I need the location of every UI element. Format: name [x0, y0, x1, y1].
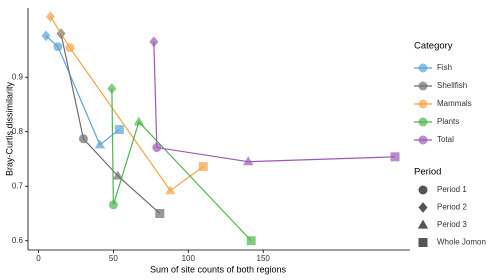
marker — [418, 81, 428, 91]
x-tick-label: 50 — [109, 254, 118, 263]
marker — [198, 162, 208, 172]
x-tick-label: 0 — [36, 254, 41, 263]
x-tick-label: 100 — [182, 254, 196, 263]
marker — [152, 143, 162, 153]
period-label: Period 2 — [437, 203, 467, 212]
legend-label: Plants — [437, 117, 459, 126]
y-tick-label: 0.9 — [12, 72, 24, 81]
legend-label: Shellfish — [437, 81, 467, 90]
legend-label: Mammals — [437, 99, 472, 108]
marker — [41, 30, 51, 42]
series-line — [60, 33, 161, 214]
legend-label: Fish — [437, 63, 452, 72]
series-line — [49, 16, 204, 192]
period-label: Whole Jomon — [437, 238, 486, 247]
period-label: Period 1 — [437, 185, 467, 194]
y-tick-label: 0.6 — [12, 236, 24, 245]
marker — [390, 152, 400, 162]
marker — [243, 156, 254, 166]
series-line — [45, 35, 120, 146]
marker — [418, 202, 428, 213]
marker — [107, 83, 117, 95]
marker — [53, 42, 63, 52]
marker — [112, 170, 124, 180]
marker — [65, 43, 75, 53]
y-tick-label: 0.7 — [12, 181, 24, 190]
marker — [246, 236, 256, 246]
y-axis-label: Bray-Curtis dissimilarity — [4, 82, 14, 177]
marker — [165, 185, 176, 195]
marker — [133, 116, 145, 126]
marker — [418, 117, 428, 127]
marker — [418, 63, 428, 73]
x-axis-label: Sum of site counts of both regions — [150, 264, 287, 274]
marker — [155, 208, 165, 218]
marker — [78, 134, 88, 144]
legend-title: Category — [414, 41, 453, 52]
marker — [418, 185, 428, 195]
marker — [417, 219, 429, 229]
y-tick-label: 0.8 — [12, 127, 24, 136]
marker — [418, 99, 428, 109]
marker — [45, 11, 55, 23]
marker — [418, 135, 428, 145]
series-line — [111, 88, 252, 242]
marker — [94, 139, 106, 149]
x-tick-label: 150 — [257, 254, 271, 263]
period-legend-title: Period — [414, 167, 441, 178]
series-line — [153, 41, 396, 163]
marker — [149, 36, 159, 48]
legend-label: Total — [437, 135, 454, 144]
period-label: Period 3 — [437, 220, 467, 229]
marker — [114, 125, 124, 135]
marker — [418, 238, 428, 247]
marker — [108, 200, 118, 210]
